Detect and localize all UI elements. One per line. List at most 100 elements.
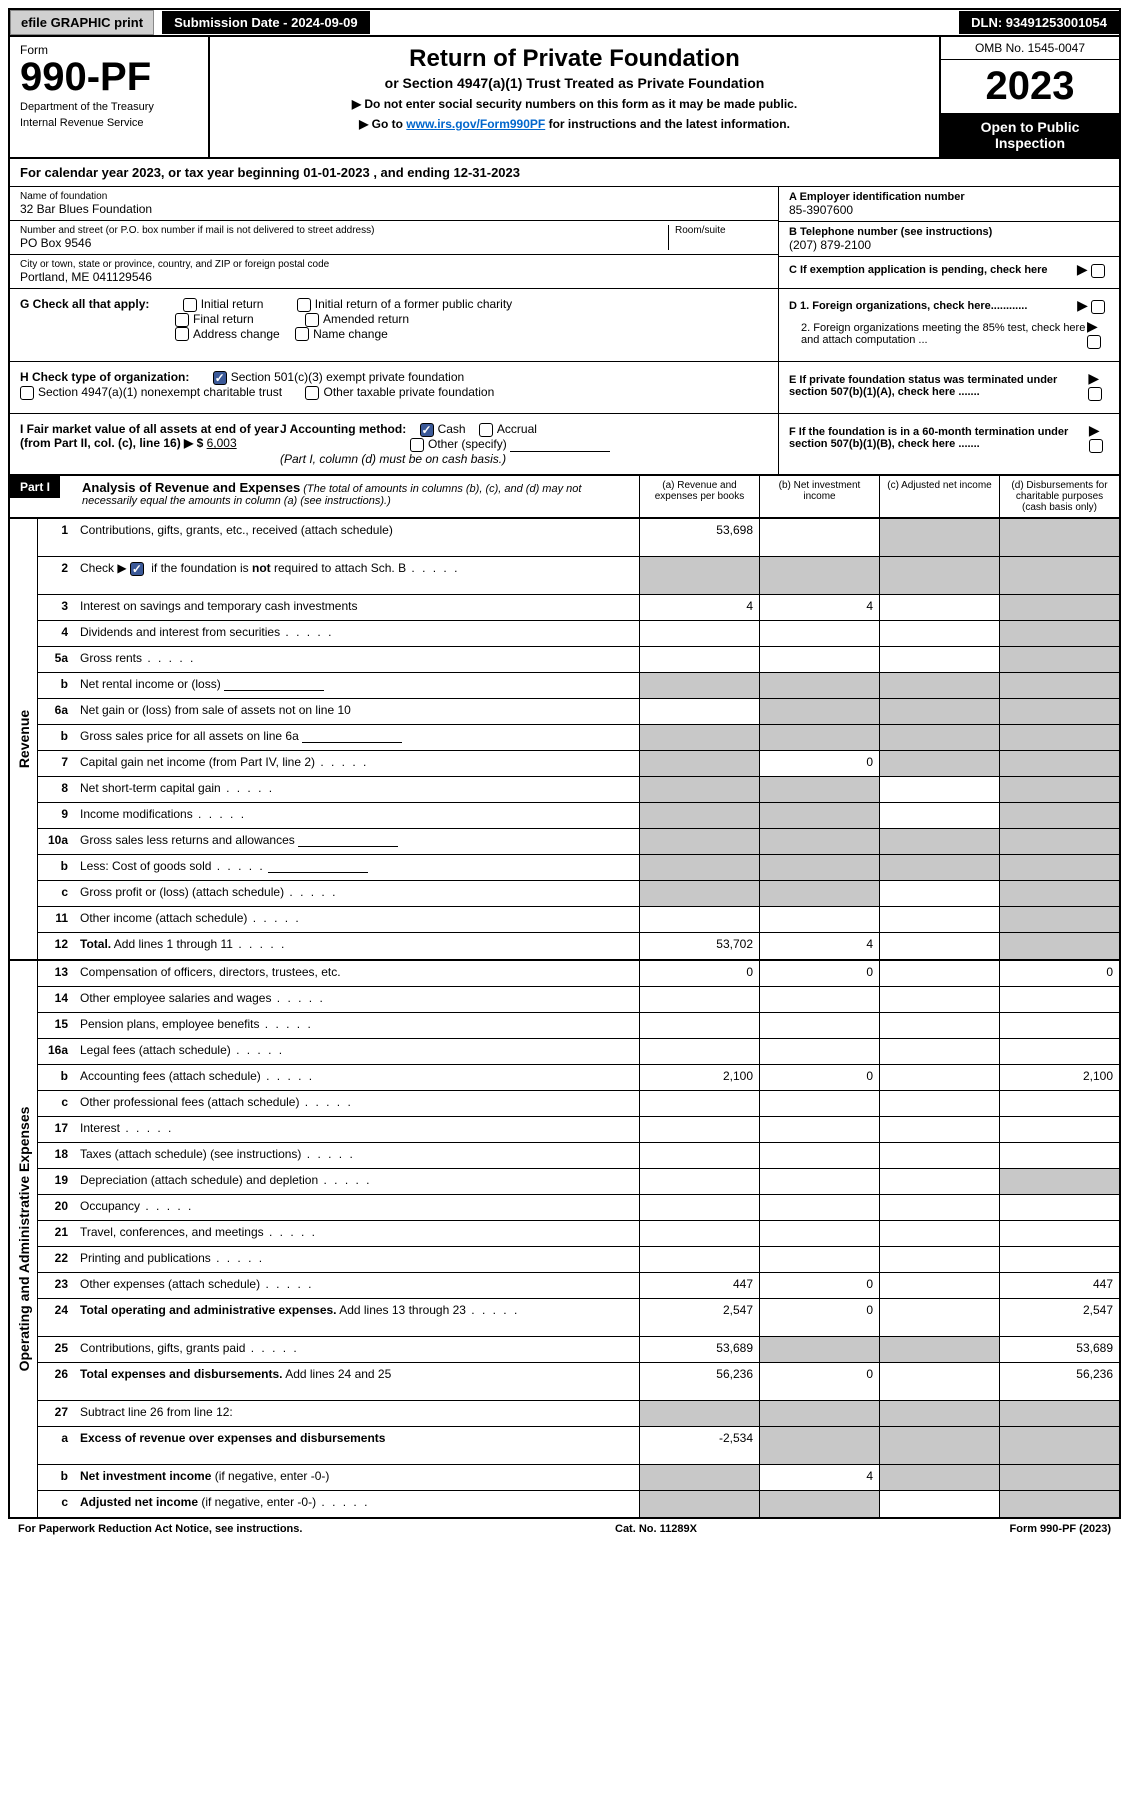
cell-col-c — [879, 1491, 999, 1517]
line-description: Total expenses and disbursements. Add li… — [74, 1363, 639, 1400]
j-other-checkbox[interactable] — [410, 438, 424, 452]
table-row: 7Capital gain net income (from Part IV, … — [38, 751, 1119, 777]
j-label: J Accounting method: — [280, 422, 406, 436]
cell-col-c — [879, 1117, 999, 1142]
h-4947-checkbox[interactable] — [20, 386, 34, 400]
line-number: 7 — [38, 751, 74, 776]
inline-input[interactable] — [268, 859, 368, 873]
cell-col-a — [639, 621, 759, 646]
g-name-checkbox[interactable] — [295, 327, 309, 341]
table-row: 2Check ▶ if the foundation is not requir… — [38, 557, 1119, 595]
cell-col-c — [879, 1221, 999, 1246]
j-accrual-label: Accrual — [497, 422, 537, 436]
cell-col-a: 53,689 — [639, 1337, 759, 1362]
line-description: Gross sales less returns and allowances — [74, 829, 639, 854]
cell-col-d — [999, 987, 1119, 1012]
cell-col-b — [759, 1427, 879, 1464]
cell-col-b — [759, 1039, 879, 1064]
h-501c3-label: Section 501(c)(3) exempt private foundat… — [231, 370, 464, 384]
table-row: bNet investment income (if negative, ent… — [38, 1465, 1119, 1491]
line-description: Gross sales price for all assets on line… — [74, 725, 639, 750]
cell-col-c — [879, 1273, 999, 1298]
line-number: b — [38, 1065, 74, 1090]
efile-print-button[interactable]: efile GRAPHIC print — [10, 10, 154, 35]
form-header: Form 990-PF Department of the Treasury I… — [8, 37, 1121, 159]
cell-col-a — [639, 557, 759, 594]
table-row: bAccounting fees (attach schedule)2,1000… — [38, 1065, 1119, 1091]
table-row: 25Contributions, gifts, grants paid53,68… — [38, 1337, 1119, 1363]
g-initial-public-checkbox[interactable] — [297, 298, 311, 312]
h-label: H Check type of organization: — [20, 370, 189, 384]
line-description: Net short-term capital gain — [74, 777, 639, 802]
cell-col-c — [879, 961, 999, 986]
cell-col-b — [759, 621, 879, 646]
line-description: Occupancy — [74, 1195, 639, 1220]
h-other-checkbox[interactable] — [305, 386, 319, 400]
j-cash-label: Cash — [438, 422, 466, 436]
instr2-prefix: ▶ Go to — [359, 117, 406, 131]
g-final-label: Final return — [193, 312, 254, 326]
d1-checkbox[interactable] — [1091, 300, 1105, 314]
c-checkbox[interactable] — [1091, 264, 1105, 278]
street-value: PO Box 9546 — [20, 236, 668, 250]
j-cash-checkbox[interactable] — [420, 423, 434, 437]
line-description: Total. Add lines 1 through 11 — [74, 933, 639, 959]
j-note: (Part I, column (d) must be on cash basi… — [280, 452, 506, 466]
cell-col-a — [639, 1169, 759, 1194]
cell-col-a — [639, 1401, 759, 1426]
d2-checkbox[interactable] — [1087, 335, 1101, 349]
e-checkbox[interactable] — [1088, 387, 1102, 401]
cell-col-a — [639, 673, 759, 698]
j-other-label: Other (specify) — [428, 437, 507, 451]
cell-col-c — [879, 1013, 999, 1038]
cell-col-a — [639, 1491, 759, 1517]
g-final-checkbox[interactable] — [175, 313, 189, 327]
line-number: 2 — [38, 557, 74, 594]
g-initial-label: Initial return — [201, 297, 264, 311]
table-row: cOther professional fees (attach schedul… — [38, 1091, 1119, 1117]
f-checkbox[interactable] — [1089, 439, 1103, 453]
cell-col-a — [639, 987, 759, 1012]
line-description: Travel, conferences, and meetings — [74, 1221, 639, 1246]
g-address-checkbox[interactable] — [175, 327, 189, 341]
form990pf-link[interactable]: www.irs.gov/Form990PF — [406, 117, 545, 131]
g-initial-checkbox[interactable] — [183, 298, 197, 312]
cell-col-b: 4 — [759, 933, 879, 959]
line-description: Net gain or (loss) from sale of assets n… — [74, 699, 639, 724]
inline-checkbox[interactable] — [130, 562, 144, 576]
h-501c3-checkbox[interactable] — [213, 371, 227, 385]
line-description: Other employee salaries and wages — [74, 987, 639, 1012]
line-number: 6a — [38, 699, 74, 724]
calendar-year: For calendar year 2023, or tax year begi… — [8, 159, 1121, 187]
cell-col-b: 0 — [759, 1363, 879, 1400]
j-accrual-checkbox[interactable] — [479, 423, 493, 437]
line-number: 4 — [38, 621, 74, 646]
cell-col-a: 4 — [639, 595, 759, 620]
j-other-input[interactable] — [510, 438, 610, 452]
g-amended-checkbox[interactable] — [305, 313, 319, 327]
cell-col-c — [879, 1465, 999, 1490]
line-description: Contributions, gifts, grants paid — [74, 1337, 639, 1362]
d1-label: D 1. Foreign organizations, check here..… — [789, 300, 1027, 312]
cell-col-d: 53,689 — [999, 1337, 1119, 1362]
cell-col-b — [759, 1169, 879, 1194]
footer-center: Cat. No. 11289X — [615, 1523, 697, 1535]
table-row: 19Depreciation (attach schedule) and dep… — [38, 1169, 1119, 1195]
e-label: E If private foundation status was termi… — [789, 374, 1088, 398]
inline-input[interactable] — [302, 729, 402, 743]
cell-col-c — [879, 1401, 999, 1426]
cell-col-a: 56,236 — [639, 1363, 759, 1400]
line-number: 13 — [38, 961, 74, 986]
g-initial-public-label: Initial return of a former public charit… — [315, 297, 512, 311]
cell-col-c — [879, 519, 999, 556]
line-number: 17 — [38, 1117, 74, 1142]
table-row: 13Compensation of officers, directors, t… — [38, 961, 1119, 987]
form-number: 990-PF — [20, 57, 198, 97]
cell-col-c — [879, 725, 999, 750]
inline-input[interactable] — [298, 833, 398, 847]
street-label: Number and street (or P.O. box number if… — [20, 225, 668, 236]
table-row: 6aNet gain or (loss) from sale of assets… — [38, 699, 1119, 725]
table-row: bGross sales price for all assets on lin… — [38, 725, 1119, 751]
cell-col-b — [759, 1091, 879, 1116]
inline-input[interactable] — [224, 677, 324, 691]
